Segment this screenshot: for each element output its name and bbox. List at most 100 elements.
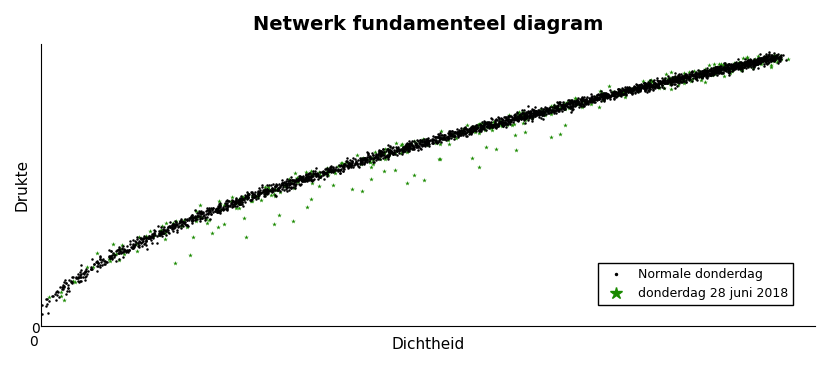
donderdag 28 juni 2018 (748, 58, 761, 64)
Normale donderdag (408, 146, 421, 152)
Normale donderdag (762, 58, 775, 65)
donderdag 28 juni 2018 (659, 71, 672, 77)
Normale donderdag (580, 94, 593, 100)
Normale donderdag (383, 150, 397, 156)
Normale donderdag (601, 93, 614, 99)
Normale donderdag (415, 141, 428, 147)
Normale donderdag (615, 91, 628, 97)
Normale donderdag (564, 98, 577, 104)
donderdag 28 juni 2018 (408, 138, 421, 144)
Normale donderdag (769, 53, 783, 59)
Normale donderdag (465, 131, 478, 137)
Normale donderdag (87, 261, 100, 267)
Normale donderdag (696, 70, 710, 76)
Normale donderdag (649, 81, 662, 87)
Normale donderdag (51, 289, 65, 295)
Normale donderdag (411, 138, 424, 144)
Normale donderdag (381, 153, 394, 159)
donderdag 28 juni 2018 (725, 66, 738, 73)
donderdag 28 juni 2018 (613, 92, 626, 98)
Normale donderdag (776, 52, 789, 58)
Normale donderdag (390, 148, 403, 154)
Normale donderdag (644, 83, 657, 89)
Normale donderdag (560, 101, 574, 107)
Normale donderdag (156, 228, 169, 234)
donderdag 28 juni 2018 (554, 105, 567, 111)
Normale donderdag (629, 90, 642, 96)
Normale donderdag (592, 96, 605, 102)
Normale donderdag (746, 66, 759, 72)
Normale donderdag (61, 282, 75, 288)
Normale donderdag (168, 222, 182, 228)
donderdag 28 juni 2018 (200, 220, 213, 226)
donderdag 28 juni 2018 (752, 53, 765, 59)
Normale donderdag (359, 157, 372, 163)
Normale donderdag (381, 153, 394, 159)
Normale donderdag (742, 62, 755, 68)
Normale donderdag (182, 217, 195, 223)
Normale donderdag (613, 92, 627, 98)
donderdag 28 juni 2018 (278, 183, 291, 189)
Normale donderdag (758, 58, 771, 65)
Normale donderdag (480, 123, 493, 129)
donderdag 28 juni 2018 (572, 101, 585, 107)
Normale donderdag (751, 65, 764, 71)
Normale donderdag (656, 84, 669, 90)
Normale donderdag (155, 233, 168, 239)
Normale donderdag (120, 249, 133, 255)
Normale donderdag (105, 248, 118, 254)
Normale donderdag (500, 115, 513, 121)
Normale donderdag (622, 89, 635, 95)
Normale donderdag (722, 66, 735, 72)
Normale donderdag (509, 114, 522, 120)
donderdag 28 juni 2018 (261, 186, 274, 193)
Normale donderdag (759, 57, 772, 63)
Normale donderdag (670, 76, 683, 82)
Normale donderdag (473, 125, 486, 131)
donderdag 28 juni 2018 (267, 221, 281, 227)
Normale donderdag (233, 196, 247, 202)
Normale donderdag (758, 52, 771, 58)
Normale donderdag (477, 121, 491, 127)
Normale donderdag (116, 249, 129, 255)
Normale donderdag (574, 97, 588, 103)
Normale donderdag (327, 165, 340, 171)
Normale donderdag (212, 208, 226, 214)
Normale donderdag (35, 311, 48, 317)
donderdag 28 juni 2018 (631, 84, 644, 90)
Normale donderdag (452, 128, 466, 134)
Normale donderdag (585, 91, 598, 97)
Normale donderdag (691, 67, 705, 73)
Normale donderdag (384, 147, 398, 154)
Normale donderdag (336, 163, 349, 169)
Normale donderdag (569, 100, 582, 106)
Normale donderdag (761, 57, 774, 63)
Normale donderdag (602, 94, 615, 100)
Normale donderdag (217, 206, 231, 212)
donderdag 28 juni 2018 (613, 90, 626, 96)
Normale donderdag (681, 74, 694, 80)
donderdag 28 juni 2018 (548, 102, 561, 108)
Normale donderdag (621, 86, 634, 92)
Normale donderdag (639, 86, 652, 92)
Normale donderdag (631, 86, 644, 92)
Normale donderdag (561, 100, 574, 106)
donderdag 28 juni 2018 (706, 65, 720, 71)
Normale donderdag (646, 83, 659, 89)
donderdag 28 juni 2018 (471, 124, 484, 130)
Normale donderdag (403, 148, 416, 154)
Normale donderdag (259, 188, 272, 194)
Normale donderdag (302, 170, 315, 176)
Normale donderdag (275, 181, 288, 187)
donderdag 28 juni 2018 (767, 57, 780, 63)
Normale donderdag (735, 65, 748, 71)
Normale donderdag (149, 232, 162, 238)
Normale donderdag (471, 125, 484, 131)
Normale donderdag (281, 178, 295, 184)
Normale donderdag (520, 110, 533, 117)
Normale donderdag (133, 244, 146, 250)
Normale donderdag (596, 93, 609, 99)
Normale donderdag (708, 68, 721, 74)
Normale donderdag (95, 262, 109, 268)
Normale donderdag (407, 145, 420, 151)
